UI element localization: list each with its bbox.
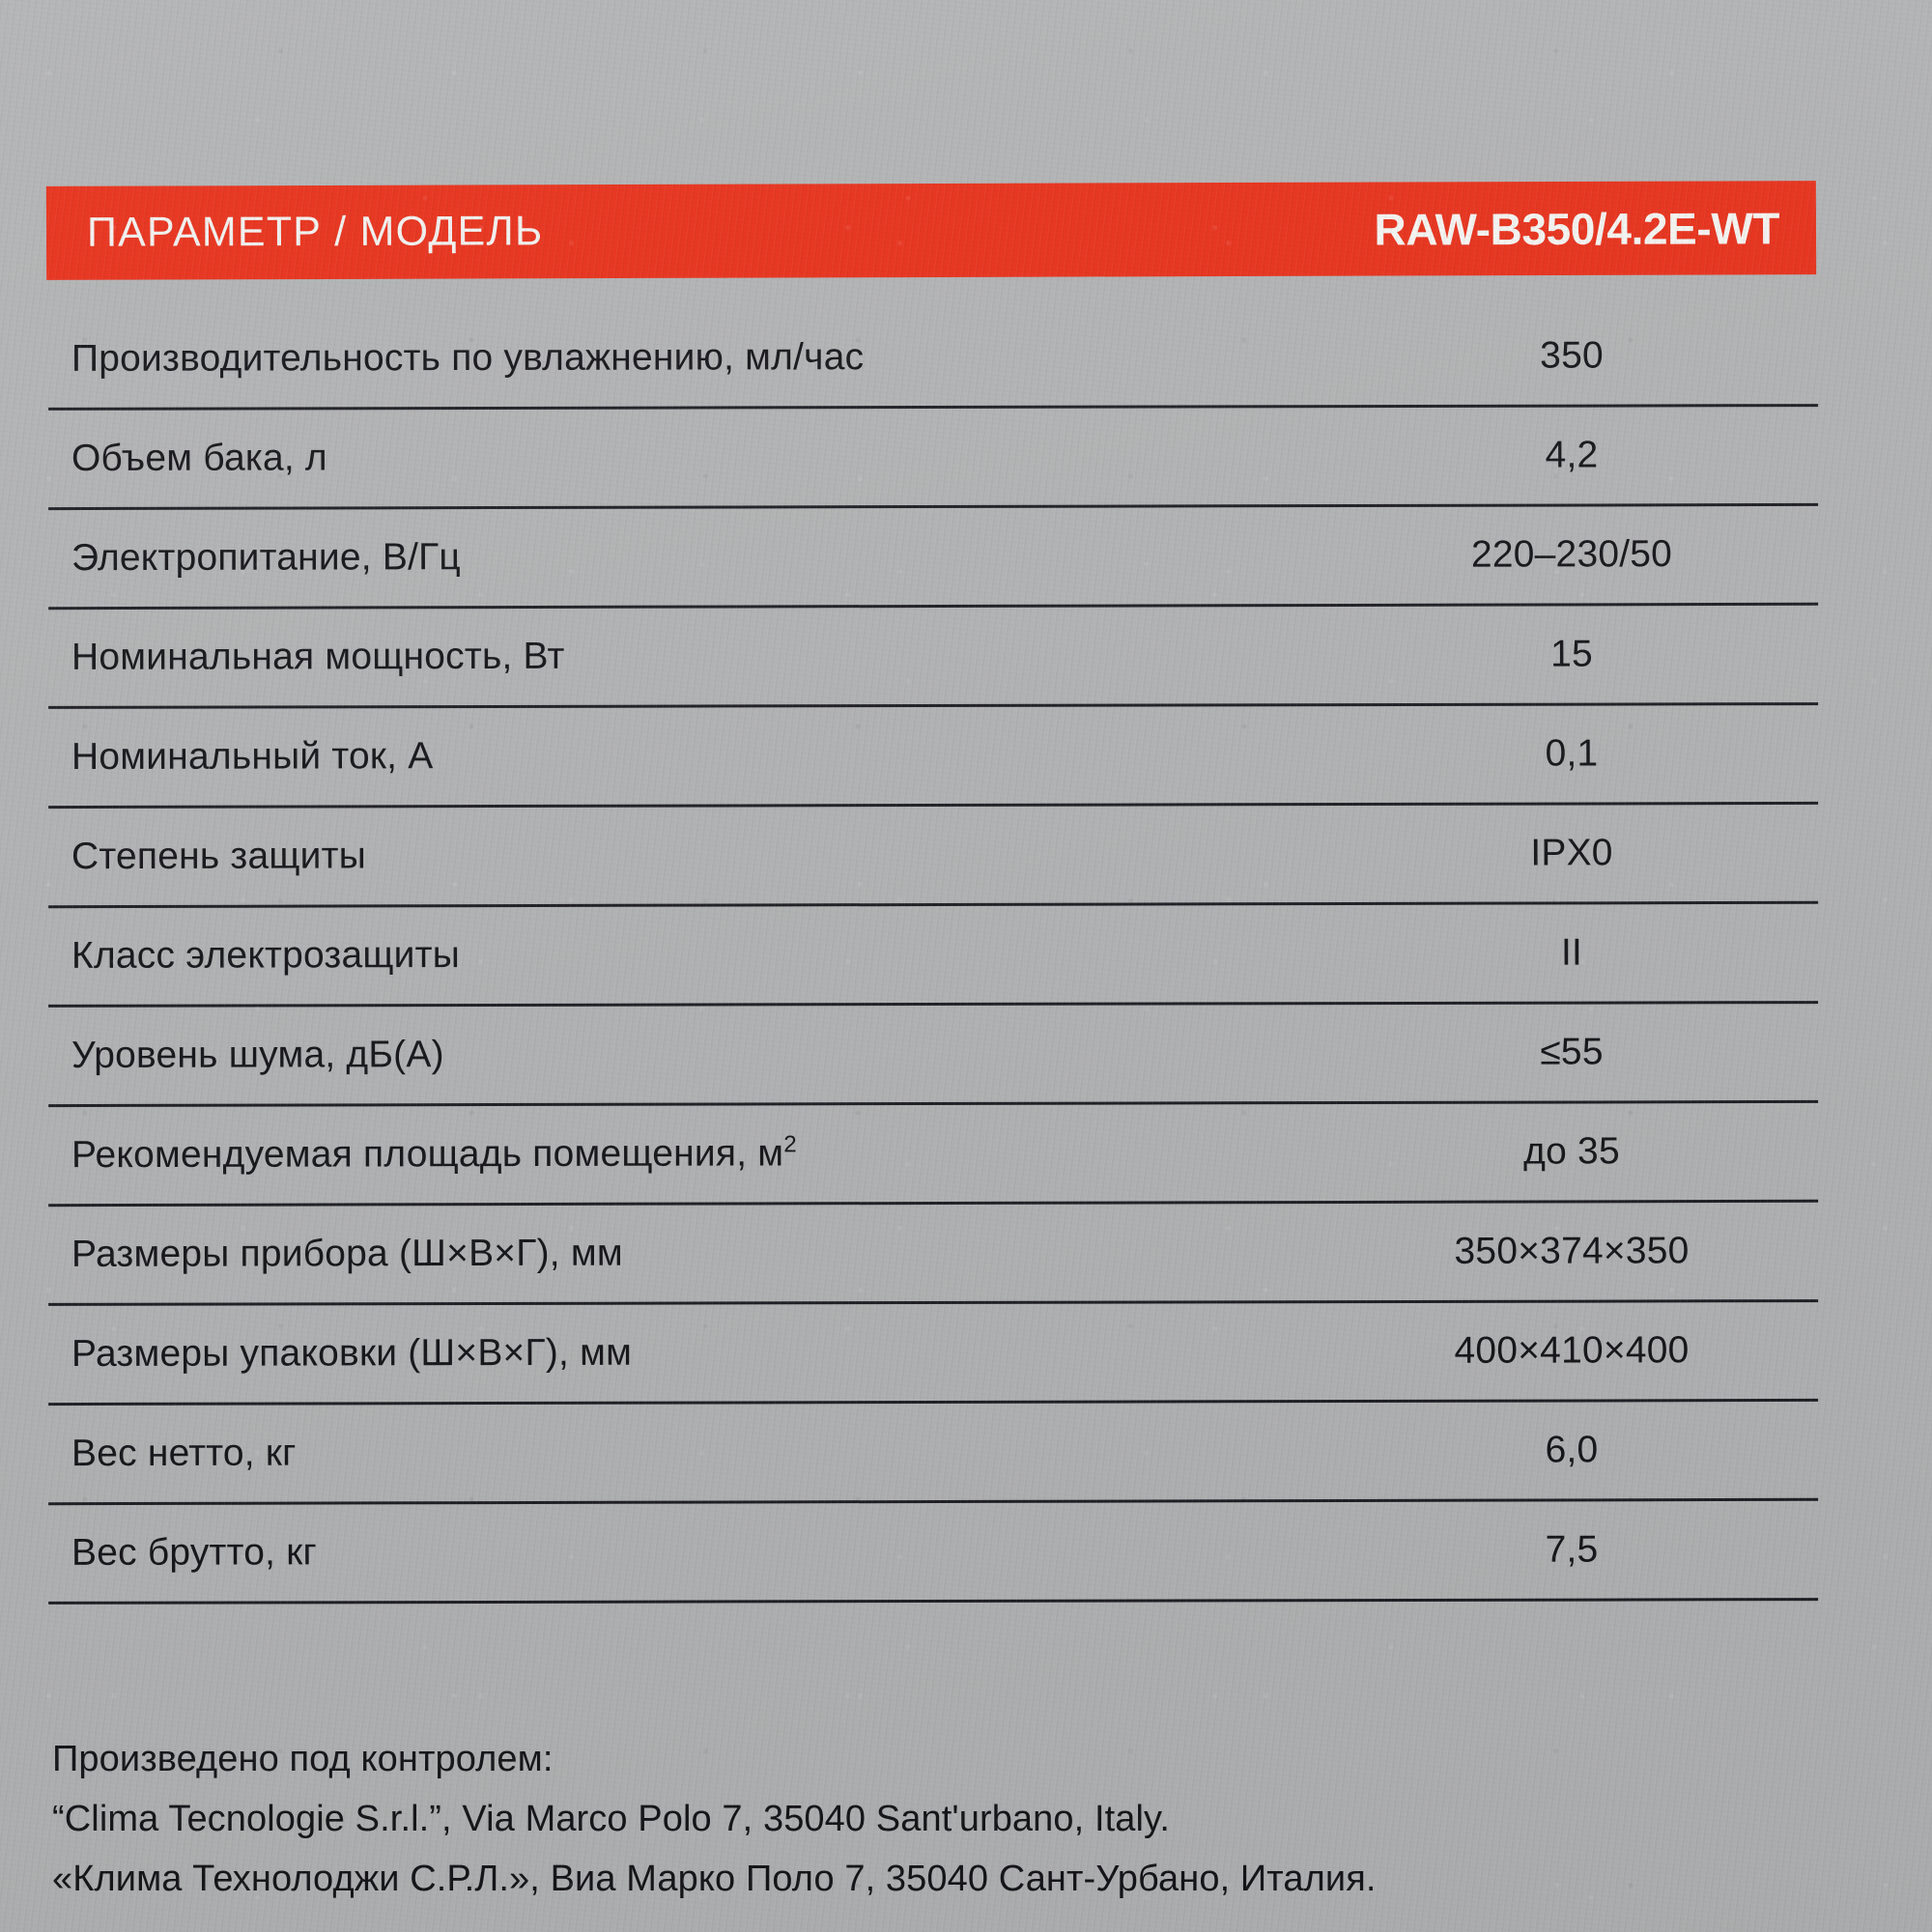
spec-value: 400×410×400 — [1454, 1329, 1690, 1372]
spec-value: 6,0 — [1545, 1429, 1599, 1471]
spec-value: до 35 — [1523, 1130, 1620, 1173]
spec-value: 350×374×350 — [1454, 1230, 1690, 1272]
table-row: Вес нетто, кг 6,0 — [47, 1401, 1819, 1506]
table-row: Номинальная мощность, Вт 15 — [47, 606, 1819, 709]
table-row: Уровень шума, дБ(А) ≤55 — [47, 1003, 1819, 1108]
spec-value: II — [1560, 931, 1583, 974]
spec-label: Объем бака, л — [71, 437, 327, 480]
spec-label: Размеры прибора (Ш×В×Г), мм — [71, 1232, 623, 1275]
spec-label: Номинальная мощность, Вт — [71, 635, 565, 678]
table-row: Вес брутто, кг 7,5 — [47, 1501, 1819, 1605]
table-row: Размеры прибора (Ш×В×Г), мм 350×374×350 — [47, 1203, 1819, 1306]
header-model-name: RAW-B350/4.2E-WT — [1374, 202, 1780, 255]
spec-value: ≤55 — [1540, 1031, 1604, 1073]
spec-value: 4,2 — [1545, 434, 1599, 476]
table-row: Рекомендуемая площадь помещения, м2 до 35 — [47, 1102, 1819, 1208]
spec-label: Номинальный ток, А — [71, 735, 434, 779]
table-header-bar: ПАРАМЕТР / МОДЕЛЬ RAW-B350/4.2E-WT — [45, 181, 1817, 280]
table-row: Объем бака, л 4,2 — [47, 406, 1819, 511]
header-parameter-label: ПАРАМЕТР / МОДЕЛЬ — [86, 208, 544, 256]
spec-label: Уровень шума, дБ(А) — [71, 1034, 444, 1077]
spec-label: Вес брутто, кг — [71, 1531, 317, 1574]
table-row: Степень защиты IPX0 — [47, 804, 1819, 909]
table-row: Производительность по увлажнению, мл/час… — [47, 307, 1819, 411]
spec-label: Размеры упаковки (Ш×В×Г), мм — [71, 1331, 633, 1376]
spec-value: 0,1 — [1545, 732, 1599, 775]
spec-label: Производительность по увлажнению, мл/час — [71, 336, 865, 380]
table-row: Электропитание, В/Гц 220–230/50 — [47, 505, 1819, 611]
manufacturer-footer: Произведено под контролем: “Clima Tecnol… — [52, 1729, 1839, 1909]
footer-line: «Клима Технолоджи С.Р.Л.», Виа Марко Пол… — [52, 1859, 1377, 1899]
spec-label-superscript: 2 — [783, 1131, 797, 1158]
table-row: Размеры упаковки (Ш×В×Г), мм 400×410×400 — [47, 1301, 1819, 1406]
spec-label: Степень защиты — [71, 835, 366, 878]
footer-line: “Clima Tecnologie S.r.l.”, Via Marco Pol… — [52, 1799, 1170, 1839]
table-row: Класс электрозащиты II — [47, 904, 1819, 1008]
spec-value: 15 — [1550, 633, 1593, 675]
spec-label: Рекомендуемая площадь помещения, м2 — [71, 1131, 797, 1177]
specifications-table: Производительность по увлажнению, мл/час… — [47, 307, 1819, 1605]
spec-value: 220–230/50 — [1470, 533, 1673, 576]
spec-value: 350 — [1540, 334, 1604, 377]
footer-line: Произведено под контролем: — [52, 1739, 554, 1779]
table-row: Номинальный ток, А 0,1 — [47, 704, 1819, 810]
spec-value: IPX0 — [1530, 832, 1613, 874]
spec-label: Электропитание, В/Гц — [71, 536, 461, 580]
spec-label: Вес нетто, кг — [71, 1432, 297, 1475]
spec-value: 7,5 — [1545, 1528, 1599, 1571]
spec-label: Класс электрозащиты — [71, 934, 460, 977]
